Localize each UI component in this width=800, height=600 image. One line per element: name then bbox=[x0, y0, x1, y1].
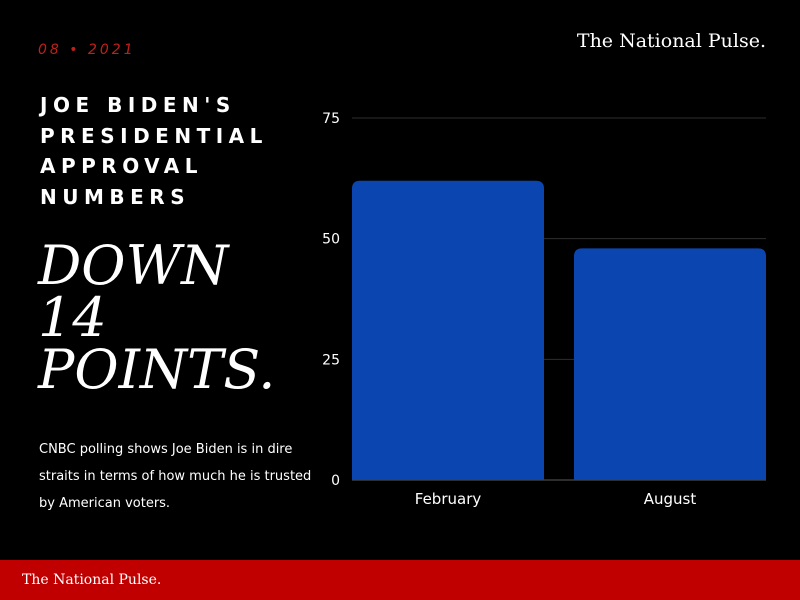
date-label: 08 • 2021 bbox=[38, 42, 136, 58]
callout-line: 14 bbox=[38, 286, 107, 349]
headline: JOE BIDEN'S PRESIDENTIAL APPROVAL NUMBER… bbox=[40, 90, 300, 212]
brand-logo: The National Pulse. bbox=[576, 30, 766, 52]
approval-bar-chart: 0 25 50 75 February August bbox=[322, 111, 766, 508]
y-tick-label: 25 bbox=[322, 352, 340, 368]
y-tick-label: 75 bbox=[322, 111, 340, 127]
bar-august bbox=[574, 248, 766, 480]
headline-line: JOE BIDEN'S bbox=[40, 93, 236, 117]
callout-line: DOWN bbox=[38, 234, 229, 297]
y-tick-label: 0 bbox=[331, 473, 340, 489]
footer-brand: The National Pulse. bbox=[22, 572, 162, 588]
y-axis-ticks: 0 25 50 75 bbox=[322, 111, 340, 489]
footer-bar: The National Pulse. bbox=[0, 560, 800, 600]
y-tick-label: 50 bbox=[322, 232, 340, 248]
x-tick-label: February bbox=[415, 490, 482, 508]
x-axis-ticks: February August bbox=[415, 490, 697, 508]
headline-line: APPROVAL bbox=[40, 154, 204, 178]
headline-line: PRESIDENTIAL bbox=[40, 123, 268, 148]
caption: CNBC polling shows Joe Biden is in dire … bbox=[39, 442, 312, 511]
bar-february bbox=[352, 180, 544, 480]
headline-line: NUMBERS bbox=[40, 184, 191, 209]
callout-line: POINTS. bbox=[38, 338, 276, 401]
callout: DOWN 14 POINTS. bbox=[38, 234, 308, 401]
bars bbox=[352, 180, 766, 480]
x-tick-label: August bbox=[644, 490, 697, 508]
